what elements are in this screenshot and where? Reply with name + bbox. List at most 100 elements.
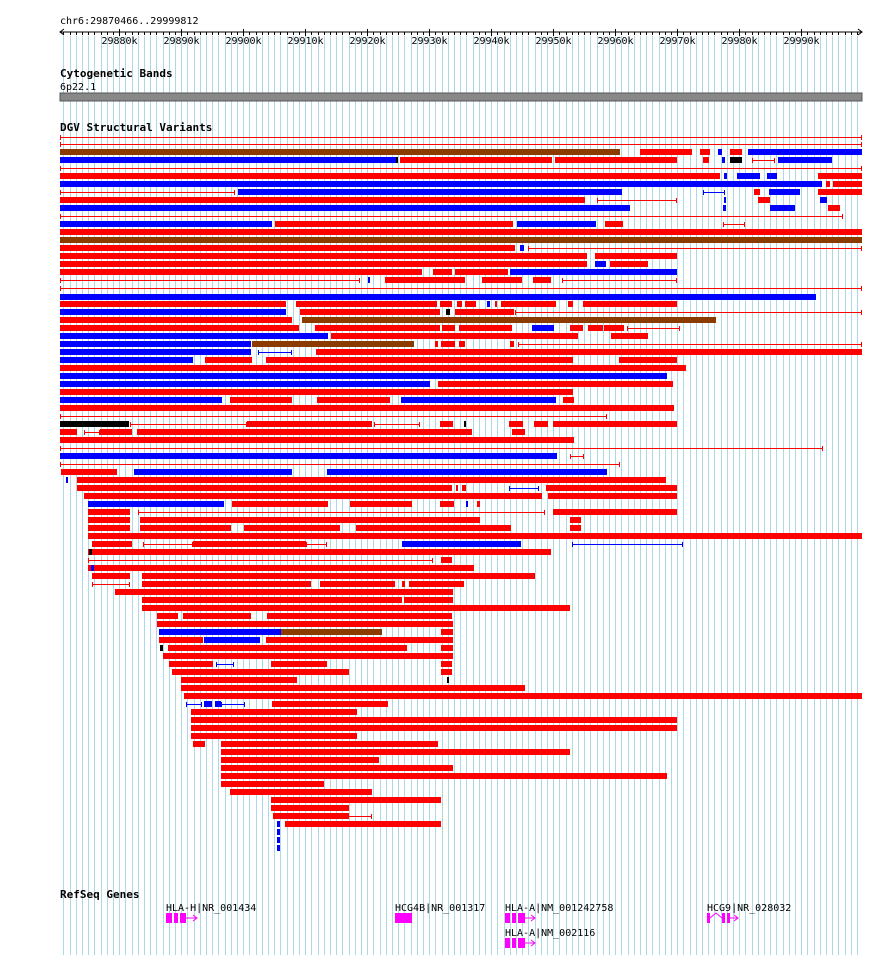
sv-feature[interactable] <box>447 677 449 683</box>
sv-feature[interactable] <box>159 637 203 643</box>
sv-feature[interactable] <box>92 541 132 547</box>
sv-feature[interactable] <box>737 173 760 179</box>
sv-feature[interactable] <box>137 429 472 435</box>
sv-feature[interactable] <box>60 261 587 267</box>
sv-feature[interactable] <box>88 533 862 539</box>
sv-feature[interactable] <box>466 501 468 507</box>
sv-feature[interactable] <box>441 661 452 667</box>
sv-feature[interactable] <box>163 653 453 659</box>
sv-feature[interactable] <box>221 765 453 771</box>
sv-feature[interactable] <box>588 325 603 331</box>
sv-feature[interactable] <box>88 501 224 507</box>
sv-feature[interactable] <box>730 157 742 163</box>
sv-feature[interactable] <box>60 301 286 307</box>
sv-feature[interactable] <box>60 429 77 435</box>
sv-feature[interactable] <box>433 269 452 275</box>
sv-feature[interactable] <box>441 629 453 635</box>
sv-feature[interactable] <box>140 517 480 523</box>
sv-feature[interactable] <box>409 581 464 587</box>
sv-feature[interactable] <box>160 645 163 651</box>
sv-feature[interactable] <box>570 325 583 331</box>
sv-feature[interactable] <box>221 781 324 787</box>
sv-feature[interactable] <box>89 549 92 555</box>
sv-feature[interactable] <box>77 477 666 483</box>
sv-feature[interactable] <box>441 557 452 563</box>
sv-feature[interactable] <box>181 677 297 683</box>
sv-feature[interactable] <box>60 405 674 411</box>
sv-feature[interactable] <box>520 245 524 251</box>
sv-feature[interactable] <box>271 661 327 667</box>
sv-feature[interactable] <box>134 469 292 475</box>
sv-feature[interactable] <box>703 157 709 163</box>
sv-feature[interactable] <box>723 205 726 211</box>
sv-feature[interactable] <box>820 197 827 203</box>
sv-feature[interactable] <box>191 725 677 731</box>
sv-feature[interactable] <box>91 565 94 571</box>
sv-feature[interactable] <box>818 189 862 195</box>
sv-feature[interactable] <box>510 269 677 275</box>
sv-feature[interactable] <box>770 205 795 211</box>
sv-feature[interactable] <box>277 837 280 843</box>
sv-feature[interactable] <box>215 701 221 707</box>
sv-feature[interactable] <box>317 397 390 403</box>
sv-feature[interactable] <box>534 421 548 427</box>
sv-feature[interactable] <box>271 805 349 811</box>
sv-feature[interactable] <box>221 741 438 747</box>
sv-feature[interactable] <box>570 517 581 523</box>
sv-feature[interactable] <box>84 493 542 499</box>
sv-feature[interactable] <box>440 301 452 307</box>
sv-feature[interactable] <box>285 821 441 827</box>
sv-feature[interactable] <box>204 637 260 643</box>
sv-feature[interactable] <box>205 357 252 363</box>
sv-feature[interactable] <box>396 157 398 163</box>
sv-feature[interactable] <box>640 149 692 155</box>
sv-feature[interactable] <box>60 173 720 179</box>
sv-feature[interactable] <box>66 477 68 483</box>
sv-feature[interactable] <box>402 541 521 547</box>
sv-feature[interactable] <box>568 301 573 307</box>
sv-feature[interactable] <box>193 541 306 547</box>
sv-feature[interactable] <box>277 845 280 851</box>
sv-feature[interactable] <box>277 829 280 835</box>
sv-feature[interactable] <box>446 309 450 315</box>
sv-feature[interactable] <box>77 485 452 491</box>
sv-feature[interactable] <box>517 221 596 227</box>
sv-feature[interactable] <box>724 197 726 203</box>
sv-feature[interactable] <box>700 149 710 155</box>
sv-feature[interactable] <box>611 333 648 339</box>
sv-feature[interactable] <box>60 181 822 187</box>
sv-feature[interactable] <box>401 397 556 403</box>
sv-feature[interactable] <box>826 181 830 187</box>
sv-feature[interactable] <box>327 469 607 475</box>
sv-feature[interactable] <box>563 397 574 403</box>
sv-feature[interactable] <box>533 277 551 283</box>
sv-feature[interactable] <box>605 221 623 227</box>
sv-feature[interactable] <box>244 525 340 531</box>
sv-feature[interactable] <box>442 325 455 331</box>
sv-feature[interactable] <box>462 485 466 491</box>
sv-feature[interactable] <box>267 613 452 619</box>
sv-feature[interactable] <box>92 573 130 579</box>
sv-feature[interactable] <box>464 421 466 427</box>
sv-feature[interactable] <box>368 277 370 283</box>
sv-feature[interactable] <box>512 429 525 435</box>
sv-feature[interactable] <box>142 597 402 603</box>
sv-feature[interactable] <box>181 685 525 691</box>
sv-feature[interactable] <box>302 317 716 323</box>
sv-feature[interactable] <box>221 773 667 779</box>
gene-hla-a-2[interactable] <box>505 938 536 948</box>
sv-feature[interactable] <box>60 197 585 203</box>
sv-feature[interactable] <box>272 701 388 707</box>
sv-feature[interactable] <box>441 645 453 651</box>
sv-feature[interactable] <box>191 717 677 723</box>
sv-feature[interactable] <box>60 237 862 243</box>
sv-feature[interactable] <box>320 581 395 587</box>
sv-feature[interactable] <box>60 325 299 331</box>
sv-feature[interactable] <box>331 333 578 339</box>
sv-feature[interactable] <box>441 341 455 347</box>
sv-feature[interactable] <box>60 389 573 395</box>
sv-feature[interactable] <box>157 621 453 627</box>
sv-feature[interactable] <box>60 221 272 227</box>
sv-feature[interactable] <box>88 565 474 571</box>
sv-feature[interactable] <box>315 325 440 331</box>
